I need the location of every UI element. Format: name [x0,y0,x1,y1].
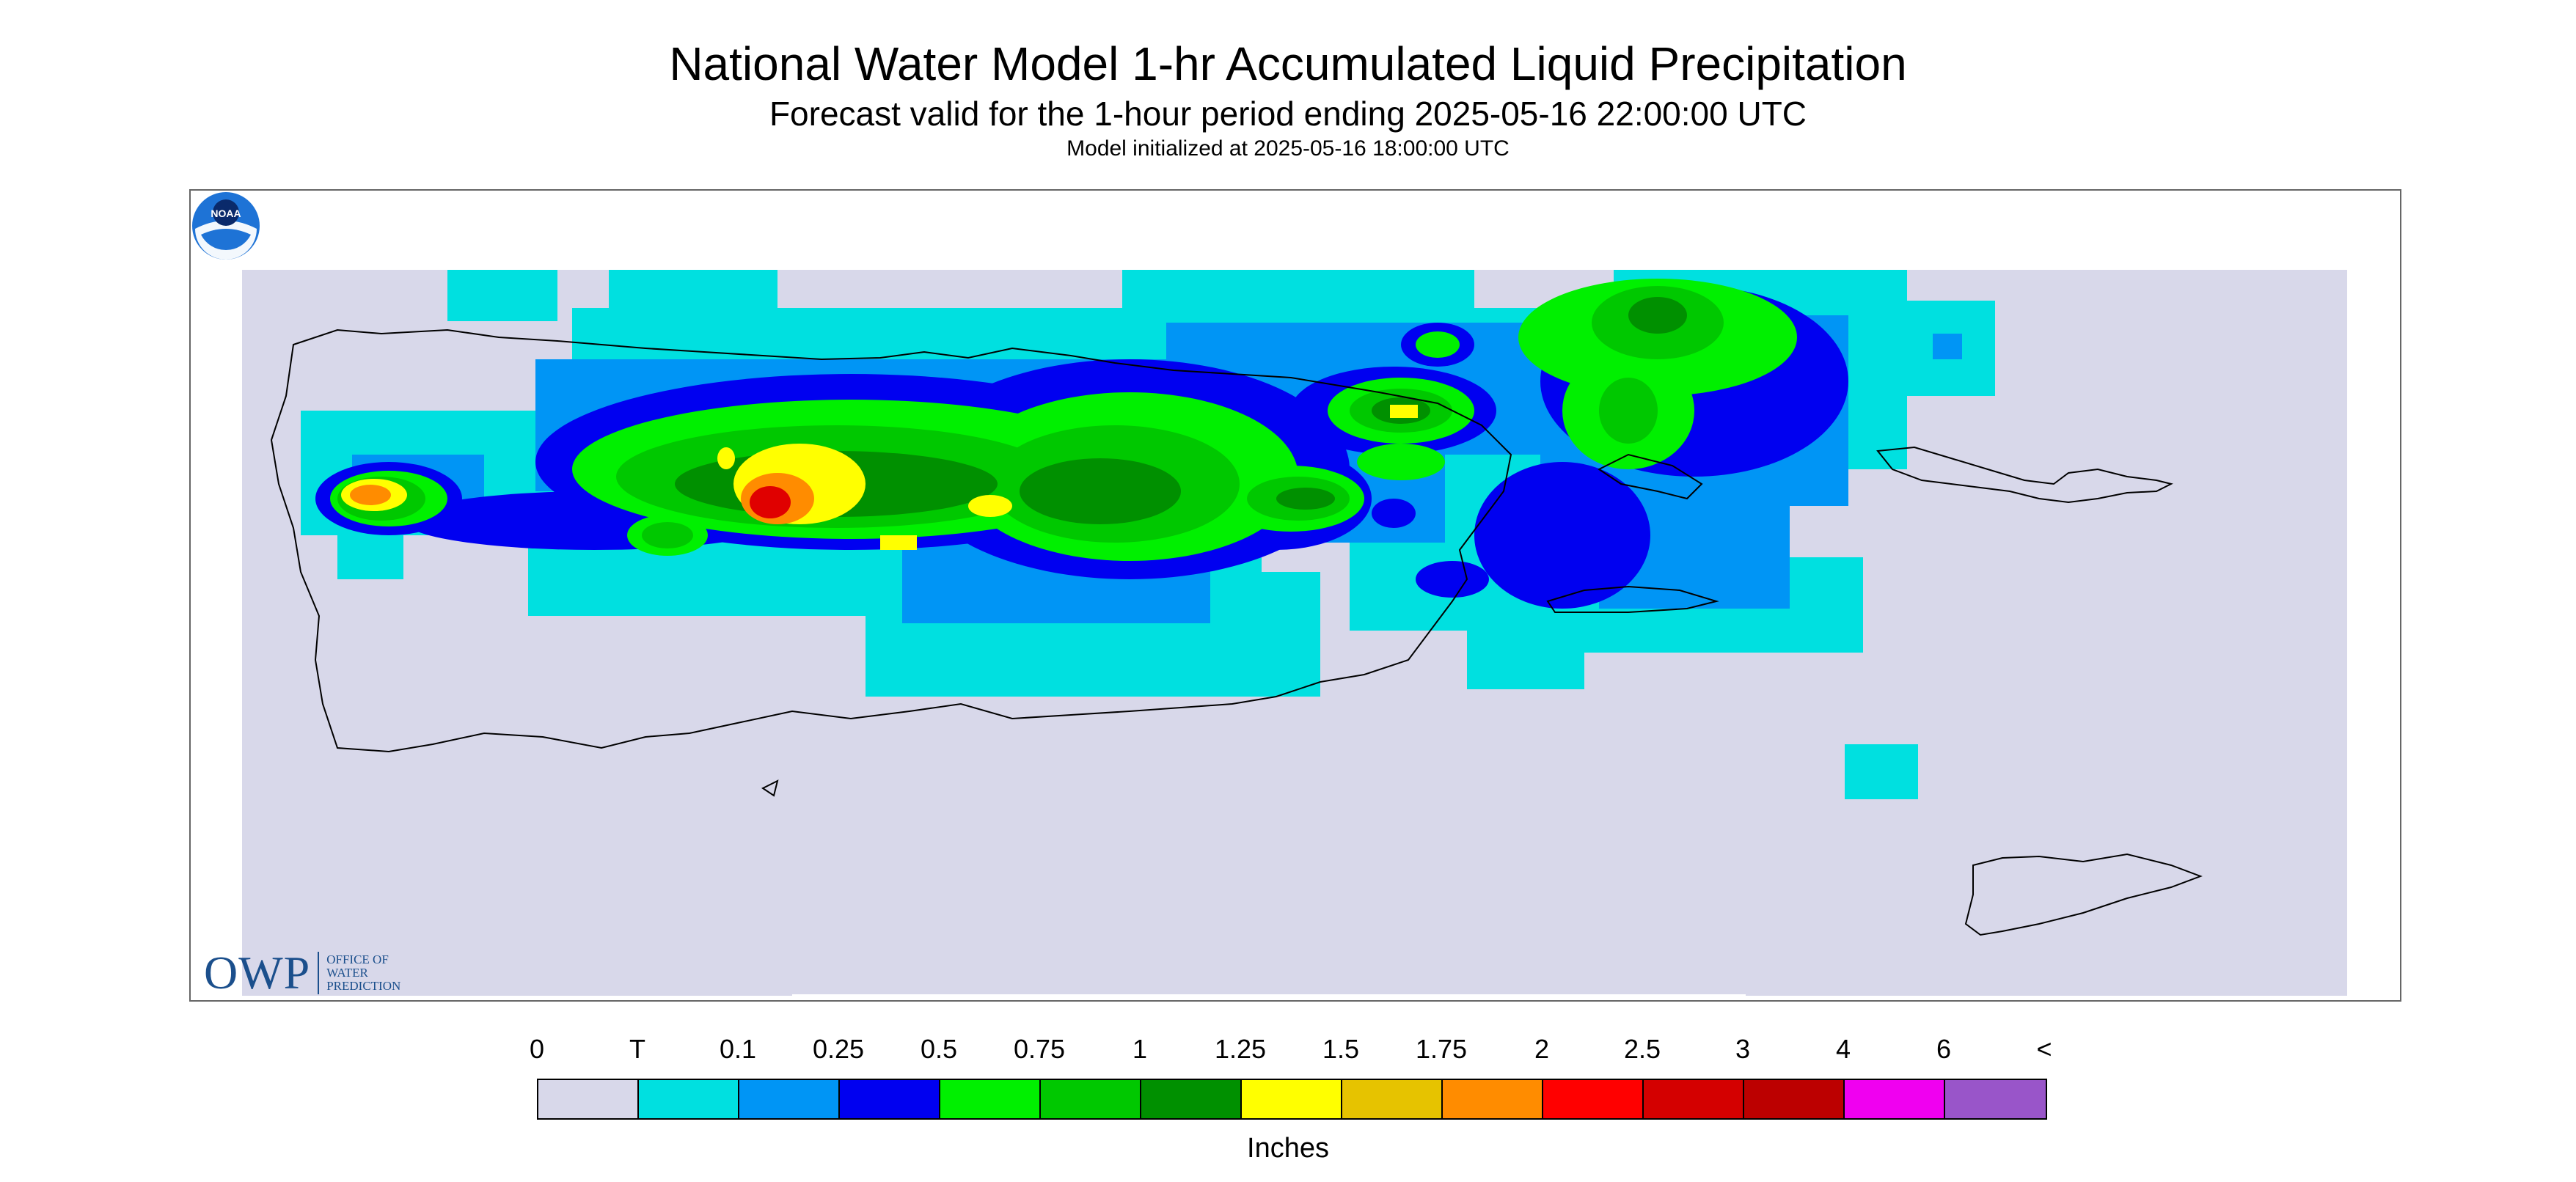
legend-swatch [840,1080,940,1118]
legend-tick-label: 1.5 [1322,1034,1360,1064]
legend-tick-label: 0.25 [812,1034,865,1064]
legend-tick-label: T [629,1034,645,1064]
legend-swatch [1041,1080,1141,1118]
legend-swatch [1644,1080,1744,1118]
legend-swatch [1242,1080,1342,1118]
islet-coastline [761,779,779,797]
legend-tick-label: 0.1 [719,1034,757,1064]
legend-swatch [1141,1080,1242,1118]
legend-tick-label: 2.5 [1623,1034,1661,1064]
precip-max-areas [750,486,791,518]
culebra-coastline [1598,453,1703,500]
legend-tick-label: 1.25 [1214,1034,1267,1064]
precipitation-map: OWP OFFICE OF WATER PREDICTION NOAA [189,189,2401,1002]
owp-logo-line: WATER [326,966,368,980]
legend-color-bar [537,1079,2047,1120]
owp-logo-words: OFFICE OF WATER PREDICTION [326,953,400,993]
owp-logo-letters: OWP [204,947,311,999]
legend-tick-label: 0.5 [920,1034,958,1064]
legend-swatch [1443,1080,1543,1118]
legend-swatch [1945,1080,2046,1118]
model-init-time: Model initialized at 2025-05-16 18:00:00… [1066,136,1510,161]
st-thomas-st-john-coastline [1876,446,2173,504]
legend-swatch [940,1080,1041,1118]
map-title: National Water Model 1-hr Accumulated Li… [669,37,1907,90]
color-legend: 0 T 0.1 0.25 0.5 0.75 1 1.25 1.5 1.75 2 2.5 3 4 6 < Inc… [0,1023,2576,1170]
legend-swatch [1543,1080,1644,1118]
map-subtitle: Forecast valid for the 1-hour period end… [769,95,1807,133]
legend-tick-label: 6 [1936,1034,1952,1064]
legend-tick-label: < [2036,1034,2052,1064]
noaa-logo: NOAA [192,192,260,260]
legend-tick-label: 1 [1132,1034,1148,1064]
legend-labels: 0 T 0.1 0.25 0.5 0.75 1 1.25 1.5 1.75 2 2.5 3 4 6 < [0,1034,2576,1064]
coastline-outlines [270,328,2203,936]
owp-logo-line: PREDICTION [326,979,401,993]
owp-logo: OWP OFFICE OF WATER PREDICTION [204,946,400,1000]
legend-tick-label: 0 [529,1034,545,1064]
noaa-logo-text: NOAA [211,208,241,219]
legend-tick-label: 4 [1835,1034,1851,1064]
puerto-rico-coastline [270,328,1512,753]
vieques-coastline [1546,585,1719,613]
legend-tick-label: 0.75 [1013,1034,1066,1064]
legend-units: Inches [1247,1133,1329,1164]
owp-logo-divider [318,952,320,994]
legend-tick-label: 1.75 [1415,1034,1468,1064]
legend-tick-label: 2 [1534,1034,1550,1064]
legend-tick-label: 3 [1735,1034,1751,1064]
legend-swatch [538,1080,639,1118]
legend-swatch [1845,1080,1945,1118]
legend-swatch [1342,1080,1443,1118]
map-canvas [242,270,2347,1000]
st-croix-coastline [1964,853,2203,936]
legend-swatch [1744,1080,1845,1118]
owp-logo-line: OFFICE OF [326,952,389,966]
legend-swatch [739,1080,840,1118]
legend-swatch [639,1080,739,1118]
